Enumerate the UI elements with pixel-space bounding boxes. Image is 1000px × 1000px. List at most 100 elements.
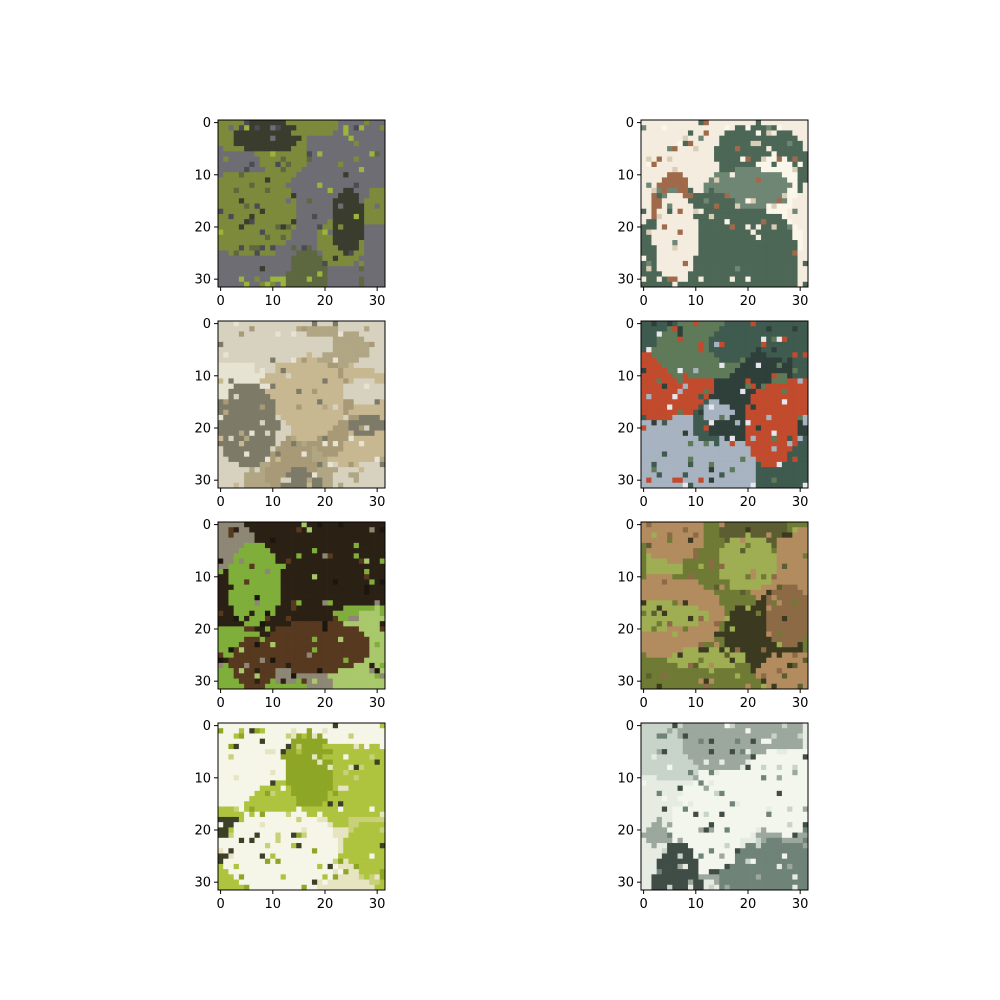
image-pixel xyxy=(317,647,323,653)
image-pixel xyxy=(672,436,678,442)
image-pixel xyxy=(333,569,339,575)
image-pixel xyxy=(260,198,266,204)
image-pixel xyxy=(667,193,673,199)
image-pixel xyxy=(375,363,381,369)
image-pixel xyxy=(328,219,334,225)
image-pixel xyxy=(751,245,757,251)
image-pixel xyxy=(234,125,240,131)
image-pixel xyxy=(302,183,308,189)
image-pixel xyxy=(745,462,751,468)
image-pixel xyxy=(291,141,297,147)
image-pixel xyxy=(265,548,271,554)
image-pixel xyxy=(719,457,725,463)
image-pixel xyxy=(270,431,276,437)
image-pixel xyxy=(756,266,762,272)
image-pixel xyxy=(730,472,736,478)
image-pixel xyxy=(678,224,684,230)
image-pixel xyxy=(333,230,339,236)
image-pixel xyxy=(265,559,271,565)
image-pixel xyxy=(322,420,328,426)
image-pixel xyxy=(719,172,725,178)
image-pixel xyxy=(312,415,318,421)
image-pixel xyxy=(719,224,725,230)
image-pixel xyxy=(333,527,339,533)
image-pixel xyxy=(275,219,281,225)
image-pixel xyxy=(307,271,313,277)
image-pixel xyxy=(678,245,684,251)
image-pixel xyxy=(777,209,783,215)
image-pixel xyxy=(782,130,788,136)
image-pixel xyxy=(683,441,689,447)
image-pixel xyxy=(688,230,694,236)
image-pixel xyxy=(343,198,349,204)
image-pixel xyxy=(333,177,339,183)
image-pixel xyxy=(375,331,381,337)
image-pixel xyxy=(275,347,281,353)
image-pixel xyxy=(714,245,720,251)
image-pixel xyxy=(322,204,328,210)
image-pixel xyxy=(270,277,276,283)
image-pixel xyxy=(683,120,689,126)
image-pixel xyxy=(234,574,240,580)
image-pixel xyxy=(317,162,323,168)
image-pixel xyxy=(719,420,725,426)
image-pixel xyxy=(307,410,313,416)
image-pixel xyxy=(244,425,250,431)
image-pixel xyxy=(798,167,804,173)
image-pixel xyxy=(735,405,741,411)
image-pixel xyxy=(354,415,360,421)
image-pixel xyxy=(641,219,647,225)
image-pixel xyxy=(260,162,266,168)
image-pixel xyxy=(761,384,767,390)
image-pixel xyxy=(698,188,704,194)
image-pixel xyxy=(343,378,349,384)
image-pixel xyxy=(223,574,229,580)
image-pixel xyxy=(338,642,344,648)
image-pixel xyxy=(641,326,647,332)
image-pixel xyxy=(375,224,381,230)
image-pixel xyxy=(244,162,250,168)
image-pixel xyxy=(317,405,323,411)
image-pixel xyxy=(328,574,334,580)
image-pixel xyxy=(343,141,349,147)
image-pixel xyxy=(317,590,323,596)
image-pixel xyxy=(296,378,302,384)
image-pixel xyxy=(369,548,375,554)
image-pixel xyxy=(223,321,229,327)
image-pixel xyxy=(343,436,349,442)
image-pixel xyxy=(766,214,772,220)
image-pixel xyxy=(343,389,349,395)
image-pixel xyxy=(302,352,308,358)
image-pixel xyxy=(688,347,694,353)
image-pixel xyxy=(735,250,741,256)
image-pixel xyxy=(343,420,349,426)
image-pixel xyxy=(218,595,224,601)
image-pixel xyxy=(302,415,308,421)
image-pixel xyxy=(296,167,302,173)
image-pixel xyxy=(260,342,266,348)
image-pixel xyxy=(641,363,647,369)
image-pixel xyxy=(223,162,229,168)
image-pixel xyxy=(312,632,318,638)
image-pixel xyxy=(369,363,375,369)
image-pixel xyxy=(234,162,240,168)
image-pixel xyxy=(641,347,647,353)
image-pixel xyxy=(667,462,673,468)
image-pixel xyxy=(291,564,297,570)
image-pixel xyxy=(683,224,689,230)
image-pixel xyxy=(228,462,234,468)
image-pixel xyxy=(348,342,354,348)
image-pixel xyxy=(302,373,308,379)
image-pixel xyxy=(792,368,798,374)
image-pixel xyxy=(369,637,375,643)
image-pixel xyxy=(678,467,684,473)
image-pixel xyxy=(333,478,339,484)
image-pixel xyxy=(333,378,339,384)
image-pixel xyxy=(735,378,741,384)
image-pixel xyxy=(218,616,224,622)
image-pixel xyxy=(704,157,710,163)
image-pixel xyxy=(343,373,349,379)
image-pixel xyxy=(328,451,334,457)
image-pixel xyxy=(693,214,699,220)
image-pixel xyxy=(312,405,318,411)
